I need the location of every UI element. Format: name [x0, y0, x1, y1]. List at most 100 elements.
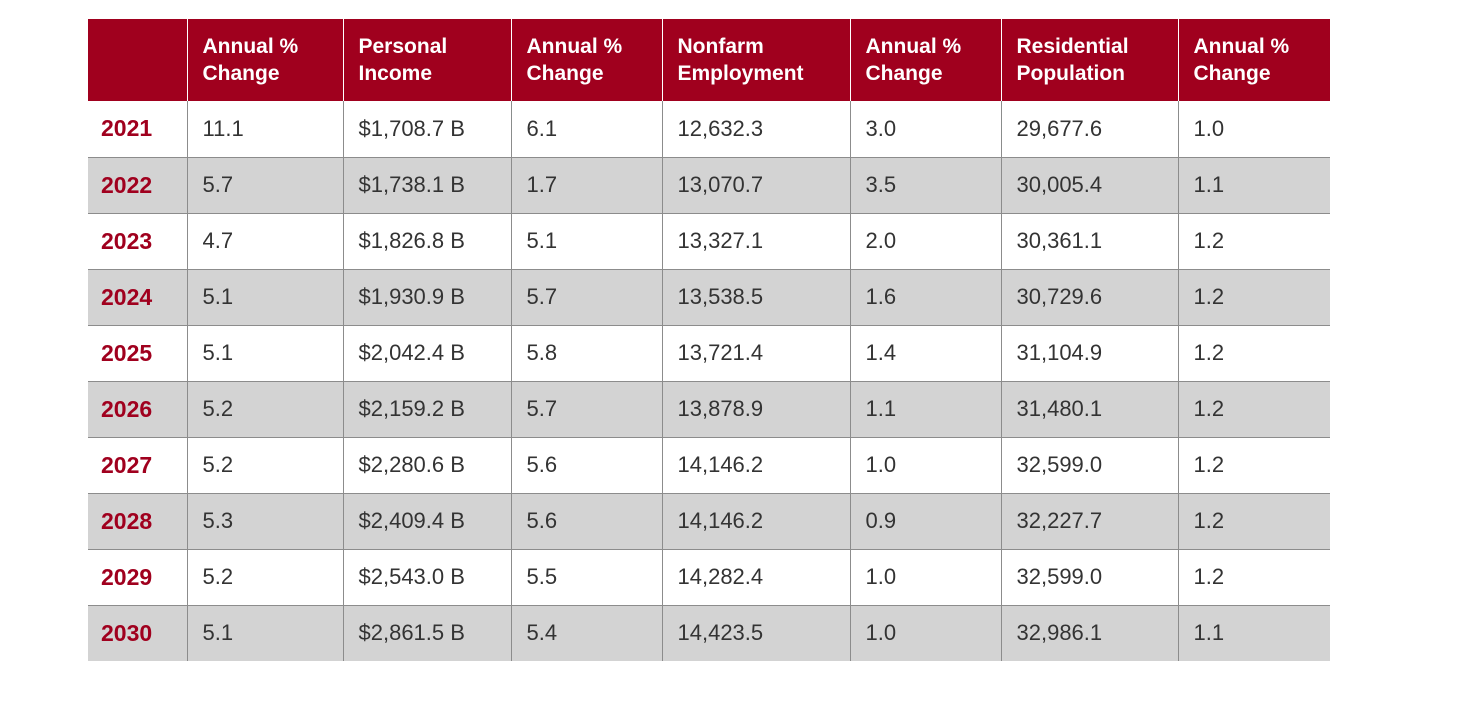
residential-population-cell: 30,729.6 [1000, 269, 1178, 325]
employment-change-cell: 3.0 [849, 101, 1001, 157]
personal-income-cell: $1,826.8 B [342, 213, 511, 269]
header-row: Annual % Change Personal Income Annual % Chan… [88, 19, 1330, 101]
residential-population-cell: 32,227.7 [1000, 493, 1178, 549]
header-annual-change-2: Annual % Change [510, 19, 662, 101]
residential-population-cell: 32,599.0 [1000, 549, 1178, 605]
personal-income-change-cell: 5.5 [510, 549, 662, 605]
employment-change-cell: 1.4 [849, 325, 1001, 381]
personal-income-change-cell: 5.4 [510, 605, 662, 661]
table-row: 2026 5.2 $2,159.2 B 5.7 13,878.9 1.1 31,480.1 1… [88, 381, 1330, 437]
employment-change-cell: 2.0 [849, 213, 1001, 269]
population-change-cell: 1.0 [1177, 101, 1330, 157]
table-body: 2021 11.1 $1,708.7 B 6.1 12,632.3 3.0 29,677.6… [88, 101, 1330, 661]
income-growth-cell: 5.2 [186, 437, 343, 493]
table-row: 2030 5.1 $2,861.5 B 5.4 14,423.5 1.0 32,986.1 1… [88, 605, 1330, 661]
population-change-cell: 1.2 [1177, 437, 1330, 493]
header-line: Income [358, 62, 433, 85]
income-growth-cell: 5.2 [186, 381, 343, 437]
employment-change-cell: 1.0 [849, 549, 1001, 605]
residential-population-cell: 29,677.6 [1000, 101, 1178, 157]
forecast-table-container: Annual % Change Personal Income Annual % Chan… [88, 19, 1330, 661]
residential-population-cell: 30,361.1 [1000, 213, 1178, 269]
personal-income-change-cell: 6.1 [510, 101, 662, 157]
employment-change-cell: 0.9 [849, 493, 1001, 549]
table-row: 2025 5.1 $2,042.4 B 5.8 13,721.4 1.4 31,104.9 1… [88, 325, 1330, 381]
table-row: 2027 5.2 $2,280.6 B 5.6 14,146.2 1.0 32,599.0 1… [88, 437, 1330, 493]
nonfarm-employment-cell: 14,282.4 [661, 549, 850, 605]
nonfarm-employment-cell: 14,146.2 [661, 437, 850, 493]
year-cell: 2024 [88, 269, 187, 325]
header-line: Change [1193, 62, 1271, 85]
table-row: 2022 5.7 $1,738.1 B 1.7 13,070.7 3.5 30,005.4 1… [88, 157, 1330, 213]
employment-change-cell: 1.1 [849, 381, 1001, 437]
population-change-cell: 1.2 [1177, 269, 1330, 325]
personal-income-cell: $1,738.1 B [342, 157, 511, 213]
employment-change-cell: 3.5 [849, 157, 1001, 213]
personal-income-cell: $2,280.6 B [342, 437, 511, 493]
nonfarm-employment-cell: 14,146.2 [661, 493, 850, 549]
personal-income-cell: $2,159.2 B [342, 381, 511, 437]
header-annual-change-4: Annual % Change [1177, 19, 1330, 101]
population-change-cell: 1.2 [1177, 493, 1330, 549]
personal-income-change-cell: 5.6 [510, 437, 662, 493]
header-line: Annual % [526, 35, 623, 58]
header-annual-change-1: Annual % Change [186, 19, 343, 101]
header-line: Annual % [1193, 35, 1290, 58]
economic-forecast-table: Annual % Change Personal Income Annual % Chan… [88, 19, 1330, 661]
income-growth-cell: 11.1 [186, 101, 343, 157]
year-cell: 2026 [88, 381, 187, 437]
header-line: Change [526, 62, 604, 85]
nonfarm-employment-cell: 14,423.5 [661, 605, 850, 661]
header-annual-change-3: Annual % Change [849, 19, 1001, 101]
year-cell: 2025 [88, 325, 187, 381]
personal-income-change-cell: 5.7 [510, 381, 662, 437]
income-growth-cell: 5.1 [186, 325, 343, 381]
nonfarm-employment-cell: 13,070.7 [661, 157, 850, 213]
header-line: Annual % [865, 35, 962, 58]
table-row: 2028 5.3 $2,409.4 B 5.6 14,146.2 0.9 32,227.7 1… [88, 493, 1330, 549]
header-line: Population [1016, 62, 1126, 85]
header-line: Nonfarm [677, 35, 764, 58]
header-line: Personal [358, 35, 448, 58]
residential-population-cell: 30,005.4 [1000, 157, 1178, 213]
population-change-cell: 1.2 [1177, 213, 1330, 269]
table-row: 2021 11.1 $1,708.7 B 6.1 12,632.3 3.0 29,677.6… [88, 101, 1330, 157]
header-line: Residential [1016, 35, 1129, 58]
personal-income-cell: $1,930.9 B [342, 269, 511, 325]
employment-change-cell: 1.0 [849, 437, 1001, 493]
nonfarm-employment-cell: 13,878.9 [661, 381, 850, 437]
income-growth-cell: 4.7 [186, 213, 343, 269]
income-growth-cell: 5.2 [186, 549, 343, 605]
personal-income-change-cell: 1.7 [510, 157, 662, 213]
table-row: 2029 5.2 $2,543.0 B 5.5 14,282.4 1.0 32,599.0 1… [88, 549, 1330, 605]
year-cell: 2030 [88, 605, 187, 661]
year-cell: 2027 [88, 437, 187, 493]
header-line: Change [202, 62, 280, 85]
year-cell: 2021 [88, 101, 187, 157]
header-personal-income: Personal Income [342, 19, 511, 101]
year-cell: 2023 [88, 213, 187, 269]
population-change-cell: 1.2 [1177, 325, 1330, 381]
personal-income-cell: $2,409.4 B [342, 493, 511, 549]
year-cell: 2028 [88, 493, 187, 549]
header-year [88, 19, 187, 101]
nonfarm-employment-cell: 12,632.3 [661, 101, 850, 157]
population-change-cell: 1.1 [1177, 157, 1330, 213]
residential-population-cell: 31,480.1 [1000, 381, 1178, 437]
personal-income-change-cell: 5.8 [510, 325, 662, 381]
header-residential-population: Residential Population [1000, 19, 1178, 101]
population-change-cell: 1.2 [1177, 549, 1330, 605]
year-cell: 2029 [88, 549, 187, 605]
table-row: 2023 4.7 $1,826.8 B 5.1 13,327.1 2.0 30,361.1 1… [88, 213, 1330, 269]
residential-population-cell: 32,599.0 [1000, 437, 1178, 493]
personal-income-change-cell: 5.1 [510, 213, 662, 269]
income-growth-cell: 5.1 [186, 269, 343, 325]
nonfarm-employment-cell: 13,721.4 [661, 325, 850, 381]
income-growth-cell: 5.7 [186, 157, 343, 213]
employment-change-cell: 1.6 [849, 269, 1001, 325]
nonfarm-employment-cell: 13,327.1 [661, 213, 850, 269]
personal-income-cell: $2,042.4 B [342, 325, 511, 381]
table-row: 2024 5.1 $1,930.9 B 5.7 13,538.5 1.6 30,729.6 1… [88, 269, 1330, 325]
table-header: Annual % Change Personal Income Annual % Chan… [88, 19, 1330, 101]
nonfarm-employment-cell: 13,538.5 [661, 269, 850, 325]
